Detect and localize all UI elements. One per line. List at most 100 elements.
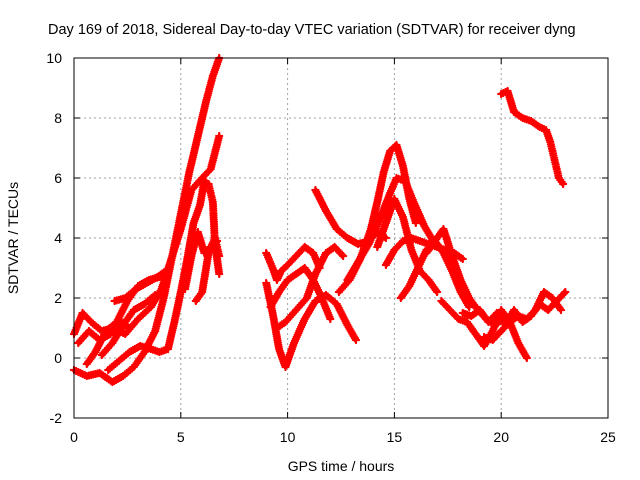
data-point — [393, 175, 400, 181]
series-sat-j — [191, 233, 224, 306]
x-tick-label: 20 — [493, 429, 509, 445]
data-point — [536, 124, 543, 130]
data-point — [267, 304, 274, 310]
y-tick-label: 4 — [54, 230, 62, 246]
data-point — [162, 268, 169, 274]
data-point — [515, 340, 522, 346]
data-point — [476, 307, 483, 313]
data-point — [85, 328, 92, 334]
series-sat-e — [110, 266, 170, 306]
series-sat-h — [163, 176, 224, 354]
data-point — [498, 91, 505, 97]
data-point — [464, 319, 471, 325]
data-point — [211, 235, 218, 241]
data-point — [540, 289, 547, 295]
data-point — [301, 316, 308, 322]
data-point — [523, 316, 530, 322]
data-point — [506, 319, 513, 325]
data-point — [109, 379, 116, 385]
data-point — [130, 307, 137, 313]
x-axis-label: GPS time / hours — [288, 458, 395, 474]
data-point — [466, 295, 473, 301]
data-point — [380, 169, 387, 175]
data-point — [291, 340, 298, 346]
series-marks — [497, 86, 568, 189]
series-sat-f — [97, 290, 160, 360]
data-point — [126, 325, 133, 331]
data-point — [293, 271, 300, 277]
data-point — [387, 148, 394, 154]
data-point — [273, 277, 280, 283]
data-point — [519, 115, 526, 121]
data-point — [141, 301, 148, 307]
data-point — [192, 298, 199, 304]
data-point — [352, 337, 359, 343]
data-point — [562, 289, 569, 295]
data-point — [406, 283, 413, 289]
data-point — [126, 349, 133, 355]
data-point — [273, 325, 280, 331]
data-point — [301, 244, 308, 250]
y-tick-label: 0 — [54, 350, 62, 366]
data-point — [154, 274, 161, 280]
data-point — [333, 226, 340, 232]
data-point — [515, 313, 522, 319]
data-point — [130, 364, 137, 370]
data-point — [440, 226, 447, 232]
data-point — [147, 346, 154, 352]
data-point — [177, 226, 184, 232]
data-point — [340, 253, 347, 259]
grid-layer — [74, 58, 608, 418]
x-axis: 0 5 10 15 20 25 — [70, 58, 616, 445]
x-tick-label: 25 — [600, 429, 616, 445]
data-point — [293, 307, 300, 313]
data-point — [365, 241, 372, 247]
data-point — [438, 298, 445, 304]
series-marks — [437, 296, 531, 363]
data-point — [205, 250, 212, 256]
y-tick-label: 8 — [54, 110, 62, 126]
x-tick-label: 5 — [177, 429, 185, 445]
series-sat-v — [437, 296, 531, 363]
data-point — [417, 238, 424, 244]
data-point — [555, 175, 562, 181]
data-point — [269, 265, 276, 271]
data-point — [355, 241, 362, 247]
data-point — [344, 235, 351, 241]
data-point — [344, 322, 351, 328]
data-point — [547, 139, 554, 145]
data-point — [312, 298, 319, 304]
data-point — [96, 370, 103, 376]
data-point — [374, 199, 381, 205]
data-point — [164, 346, 171, 352]
data-point — [109, 340, 116, 346]
data-point — [152, 328, 159, 334]
data-point — [156, 349, 163, 355]
data-point — [182, 286, 189, 292]
data-point — [472, 331, 479, 337]
data-point — [284, 277, 291, 283]
data-point — [387, 190, 394, 196]
data-point — [310, 250, 317, 256]
data-point — [92, 349, 99, 355]
y-tick-label: 10 — [46, 50, 62, 66]
data-point — [83, 361, 90, 367]
data-point — [318, 295, 325, 301]
data-point — [402, 178, 409, 184]
data-point — [284, 262, 291, 268]
data-point — [335, 289, 342, 295]
data-point — [301, 265, 308, 271]
data-point — [485, 319, 492, 325]
data-point — [107, 331, 114, 337]
data-point — [209, 199, 216, 205]
data-point — [201, 178, 208, 184]
data-point — [282, 319, 289, 325]
data-point — [171, 319, 178, 325]
data-point — [504, 88, 511, 94]
data-point — [160, 295, 167, 301]
series-sat-y — [497, 86, 568, 189]
data-point — [79, 310, 86, 316]
data-point — [312, 271, 319, 277]
data-point — [323, 250, 330, 256]
y-axis-label: SDTVAR / TECUs — [5, 182, 21, 294]
